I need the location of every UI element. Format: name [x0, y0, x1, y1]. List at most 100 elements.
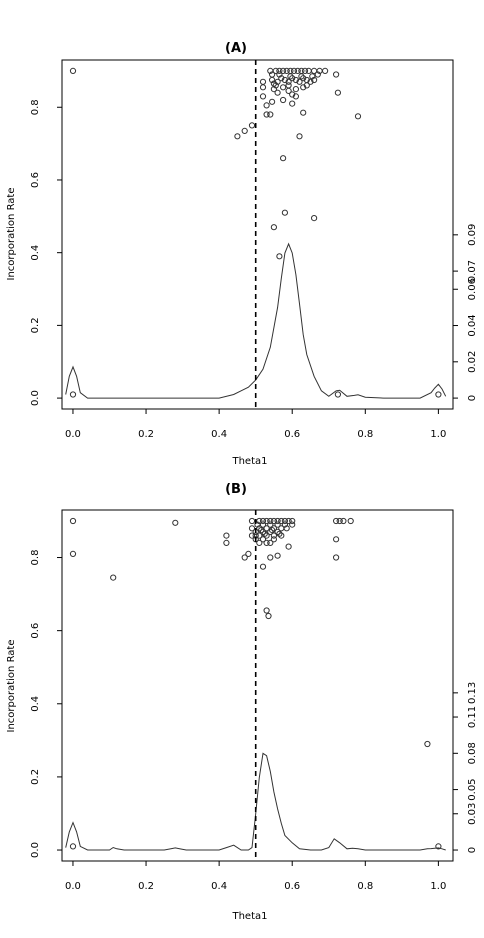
x-tick-label: 0.4 — [211, 881, 227, 892]
data-point — [256, 525, 263, 532]
data-point — [272, 67, 279, 75]
data-point — [285, 87, 292, 95]
data-point — [267, 517, 274, 525]
data-point — [267, 554, 274, 561]
panel-title: (A) — [225, 41, 247, 56]
data-point — [289, 521, 296, 528]
data-point — [276, 530, 283, 537]
data-point — [270, 525, 277, 532]
data-point — [303, 82, 310, 89]
y-tick-label: 0.6 — [30, 172, 41, 188]
data-point — [285, 517, 292, 525]
data-point — [270, 224, 277, 231]
data-point — [254, 521, 261, 528]
data-point — [263, 111, 270, 118]
data-point — [301, 67, 309, 75]
scatter-points-layer — [69, 517, 442, 850]
data-point — [269, 98, 276, 105]
data-point — [256, 539, 263, 547]
data-point — [285, 78, 292, 85]
data-point — [283, 525, 290, 532]
data-point — [259, 563, 267, 570]
data-point — [248, 525, 256, 532]
y-axis-right: 0 0.02 0.04 0.060.07 0.09 — [453, 224, 478, 401]
data-point — [263, 539, 270, 547]
y-tick-label: 0.8 — [30, 550, 41, 566]
data-point — [283, 67, 290, 75]
data-point — [259, 84, 267, 91]
y2-tick-label: 0.06 — [467, 278, 478, 300]
data-point — [336, 517, 343, 525]
data-point — [263, 102, 270, 109]
data-point — [311, 215, 318, 222]
density-curve-layer — [65, 242, 447, 399]
data-point — [270, 80, 277, 87]
data-point — [276, 253, 283, 260]
data-point — [354, 113, 362, 120]
data-point — [281, 517, 288, 525]
data-point — [245, 550, 252, 558]
data-point — [290, 67, 298, 75]
data-point — [269, 527, 276, 534]
y2-tick-label: 0.11 — [467, 706, 478, 728]
data-point — [309, 73, 316, 80]
data-point — [110, 574, 117, 581]
data-point — [259, 78, 267, 85]
data-point — [274, 78, 281, 85]
data-point — [278, 517, 285, 525]
data-point — [276, 67, 283, 75]
plot-frame — [61, 509, 454, 862]
data-point — [69, 67, 77, 75]
data-point — [322, 67, 329, 75]
data-point — [267, 521, 274, 528]
data-point — [259, 93, 267, 100]
data-point — [311, 76, 318, 84]
data-point — [314, 71, 321, 78]
data-point — [234, 133, 241, 140]
y-axis-left: 0.0 0.2 0.4 0.6 0.8 — [30, 550, 62, 858]
data-point — [241, 127, 248, 134]
x-tick-label: 0.0 — [65, 881, 81, 892]
x-tick-label: 0.2 — [138, 429, 154, 440]
data-point — [289, 75, 296, 82]
data-point — [333, 536, 340, 543]
x-axis-title: Theta1 — [231, 911, 267, 922]
y-tick-label: 0.6 — [30, 623, 41, 639]
data-point — [340, 517, 347, 525]
data-point — [256, 517, 263, 525]
y-axis-title: Incorporation Rate — [6, 188, 17, 281]
data-point — [424, 740, 431, 748]
data-point — [281, 76, 288, 84]
data-point — [272, 82, 279, 89]
data-point — [280, 84, 287, 91]
y-tick-label: 0.2 — [30, 317, 41, 333]
data-point — [69, 550, 77, 558]
y-tick-label: 0.8 — [30, 99, 41, 115]
plot-frame — [61, 59, 454, 410]
data-point — [280, 96, 287, 104]
data-point — [305, 67, 312, 75]
data-point — [292, 86, 299, 93]
y2-tick-label: 0.05 — [467, 778, 478, 800]
x-tick-label: 0.8 — [357, 881, 373, 892]
data-point — [292, 76, 299, 84]
data-point — [274, 521, 281, 528]
data-point — [270, 517, 277, 525]
data-point — [333, 517, 340, 525]
x-tick-label: 0.6 — [284, 429, 300, 440]
data-point — [274, 89, 281, 96]
data-point — [248, 532, 256, 539]
x-tick-label: 0.0 — [65, 429, 81, 440]
data-point — [307, 78, 314, 85]
data-point — [300, 84, 307, 91]
data-point — [223, 539, 230, 547]
data-point — [274, 528, 281, 536]
data-point — [263, 532, 270, 539]
density-curve-layer — [65, 752, 446, 851]
data-point — [347, 517, 354, 525]
y2-tick-label: 0.07 — [467, 260, 478, 282]
data-point — [261, 530, 268, 537]
x-tick-label: 0.4 — [211, 429, 227, 440]
data-point — [265, 612, 272, 620]
